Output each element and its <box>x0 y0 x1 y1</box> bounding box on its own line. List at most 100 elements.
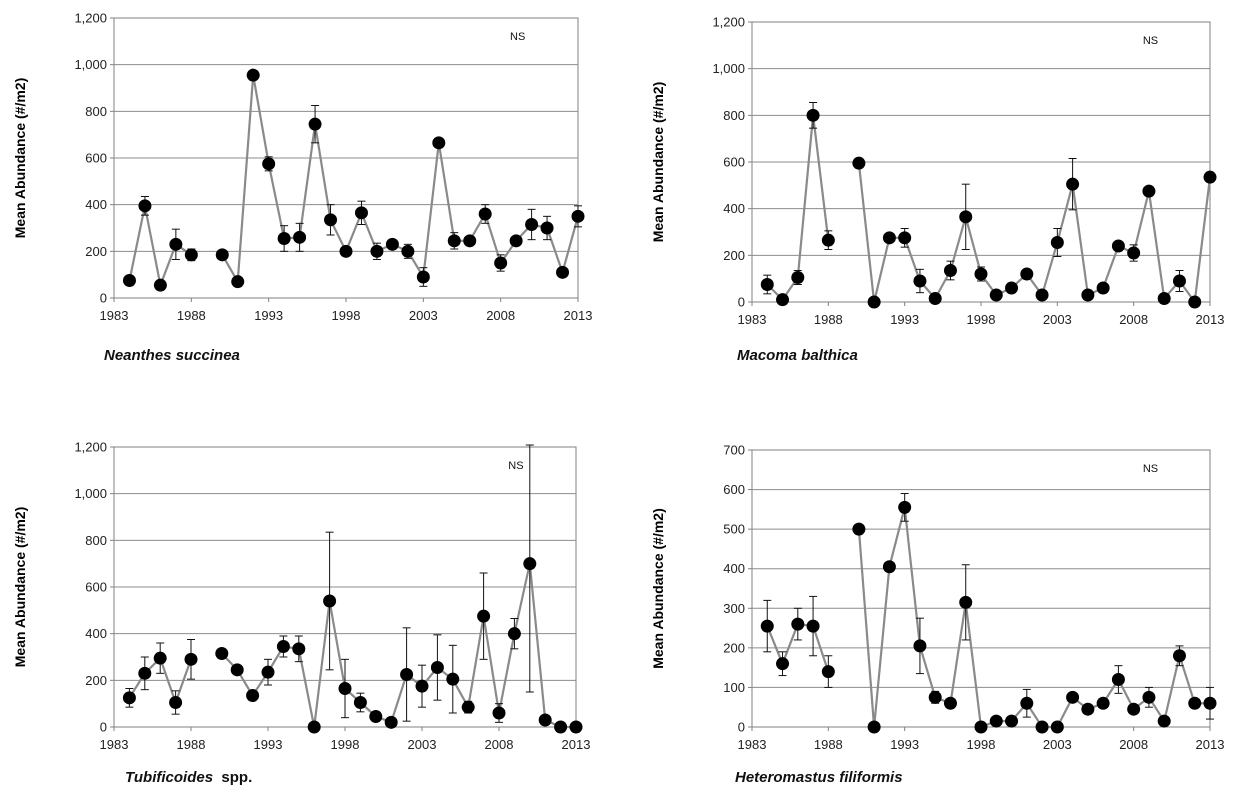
data-point <box>525 218 539 231</box>
species-label: Tubificoides spp. <box>125 769 252 786</box>
x-tick-label: 1998 <box>967 312 996 327</box>
data-point <box>384 715 398 729</box>
data-point <box>153 651 167 665</box>
x-tick-label: 1993 <box>890 312 919 327</box>
data-point <box>913 639 927 653</box>
data-point <box>138 666 152 680</box>
y-tick-label: 1,000 <box>74 57 107 72</box>
data-point <box>339 244 353 258</box>
data-point <box>277 232 291 245</box>
data-point <box>324 213 338 227</box>
data-point <box>1050 236 1064 249</box>
data-point <box>989 288 1003 302</box>
data-point <box>492 706 506 720</box>
data-point <box>1050 720 1064 734</box>
data-point <box>1005 281 1019 295</box>
x-tick-label: 1988 <box>814 737 843 752</box>
data-point <box>852 522 866 536</box>
data-point <box>276 640 290 653</box>
data-point <box>446 672 460 686</box>
data-point <box>791 617 805 631</box>
species-name: Macoma balthica <box>737 347 858 364</box>
x-tick-label: 2013 <box>1196 737 1225 752</box>
x-tick-label: 2008 <box>1119 312 1148 327</box>
data-point <box>806 619 820 633</box>
y-tick-label: 800 <box>723 108 745 123</box>
x-tick-label: 1998 <box>332 308 361 323</box>
data-point <box>292 642 306 656</box>
data-point <box>169 237 183 251</box>
x-tick-label: 1993 <box>254 737 283 752</box>
data-point <box>353 696 367 709</box>
data-point <box>760 619 774 633</box>
plot-frame <box>751 449 1211 728</box>
series-line <box>857 163 1212 305</box>
y-tick-label: 400 <box>85 197 107 212</box>
data-point <box>943 264 957 277</box>
y-tick-label: 0 <box>100 291 107 306</box>
data-point <box>1188 696 1202 710</box>
x-tick-label: 2008 <box>486 308 515 323</box>
data-point <box>1127 702 1141 716</box>
data-point <box>1142 690 1156 704</box>
data-point <box>184 248 198 262</box>
data-point <box>928 690 942 704</box>
x-tick-label: 1993 <box>890 737 919 752</box>
y-axis-label: Mean Abundance (#/m2) <box>12 78 28 239</box>
data-point <box>262 157 276 171</box>
data-point <box>338 682 352 695</box>
x-tick-label: 1988 <box>177 737 206 752</box>
y-tick-label: 0 <box>738 720 745 735</box>
data-point <box>153 278 167 292</box>
species-name: Heteromastus filiformis <box>735 769 903 786</box>
data-point <box>1035 288 1049 302</box>
data-point <box>1111 239 1125 253</box>
data-point <box>760 278 774 291</box>
y-tick-label: 100 <box>723 680 745 695</box>
data-point <box>261 665 275 679</box>
data-point <box>1203 696 1217 710</box>
y-tick-label: 200 <box>723 640 745 655</box>
species-name: Tubificoides <box>125 769 214 786</box>
y-tick-label: 1,200 <box>74 11 107 26</box>
data-point <box>554 720 568 734</box>
data-point <box>989 714 1003 728</box>
data-point <box>1127 246 1141 260</box>
data-point <box>494 256 508 270</box>
data-point <box>928 292 942 305</box>
y-tick-label: 300 <box>723 601 745 616</box>
x-tick-label: 1998 <box>967 737 996 752</box>
data-point <box>369 710 383 723</box>
data-point <box>806 108 820 122</box>
y-tick-label: 700 <box>723 443 745 458</box>
x-tick-label: 1983 <box>738 737 767 752</box>
ns-annotation: NS <box>1143 463 1158 475</box>
data-point <box>246 68 260 82</box>
data-point <box>776 293 790 307</box>
species-label: Macoma balthica <box>737 347 858 364</box>
data-point <box>959 595 973 609</box>
y-tick-label: 400 <box>85 626 107 641</box>
data-point <box>569 720 583 734</box>
y-axis-label: Mean Abundance (#/m2) <box>650 508 666 669</box>
data-point <box>400 668 414 681</box>
y-tick-label: 800 <box>85 104 107 119</box>
data-point <box>523 557 537 571</box>
data-point <box>1066 177 1080 191</box>
data-point <box>1066 690 1080 704</box>
data-point <box>867 720 881 734</box>
x-tick-label: 2008 <box>485 737 514 752</box>
y-tick-label: 600 <box>723 482 745 497</box>
data-point <box>1157 714 1171 728</box>
data-point <box>540 221 554 235</box>
data-point <box>477 609 491 623</box>
data-point <box>1005 714 1019 728</box>
y-tick-label: 1,200 <box>712 15 745 30</box>
y-tick-label: 600 <box>85 151 107 166</box>
x-tick-label: 2003 <box>1043 312 1072 327</box>
data-point <box>122 691 136 705</box>
data-point <box>509 234 523 248</box>
